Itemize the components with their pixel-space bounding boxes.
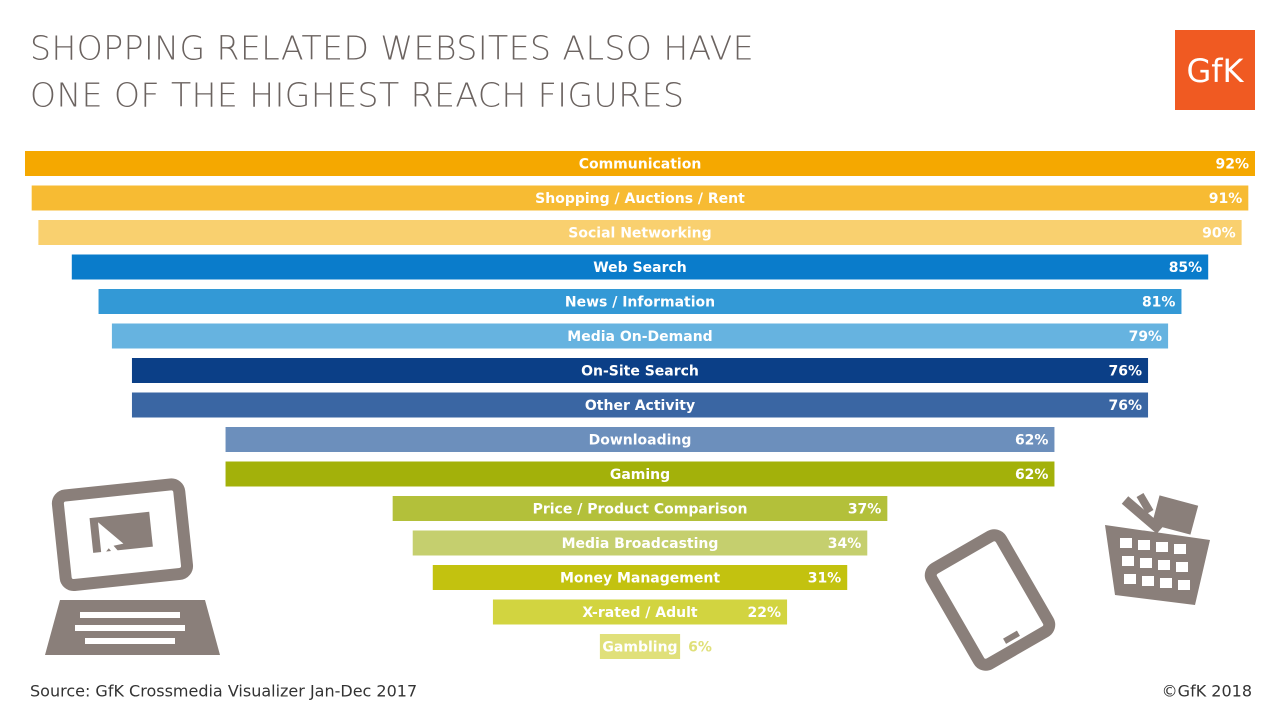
bar <box>432 565 848 590</box>
category-label: Price / Product Comparison <box>533 502 748 518</box>
chart-title: ONE OF THE HIGHEST REACH FIGURES <box>30 76 684 115</box>
category-label: Money Management <box>560 571 720 587</box>
category-label: Gaming <box>610 467 670 483</box>
category-label: Media On-Demand <box>567 329 712 345</box>
category-label: Shopping / Auctions / Rent <box>535 191 745 207</box>
value-label: 62% <box>1015 433 1049 449</box>
value-label: 34% <box>828 536 862 552</box>
value-label: 62% <box>1015 467 1049 483</box>
value-label: 31% <box>808 571 842 587</box>
value-label: 76% <box>1109 398 1143 414</box>
bar <box>71 254 1209 280</box>
bar <box>25 151 1255 176</box>
laptop-icon <box>51 478 194 592</box>
bar <box>225 427 1055 452</box>
tablet-icon <box>924 529 1056 671</box>
value-label: 79% <box>1129 329 1163 345</box>
category-label: On-Site Search <box>581 364 699 380</box>
value-label: 85% <box>1169 260 1203 276</box>
category-label: Other Activity <box>585 398 695 414</box>
category-label: News / Information <box>565 295 715 311</box>
bar <box>111 323 1169 349</box>
value-label: 76% <box>1109 364 1143 380</box>
category-label: Gambling <box>602 640 677 656</box>
chart-title: SHOPPING RELATED WEBSITES ALSO HAVE <box>30 29 754 68</box>
bar <box>38 220 1242 245</box>
value-label: 22% <box>748 605 782 621</box>
bar <box>225 461 1055 487</box>
value-label: 37% <box>848 502 882 518</box>
basket-icon <box>1105 492 1210 605</box>
icons <box>45 478 1210 671</box>
bar <box>31 185 1249 211</box>
logo-box <box>1175 30 1255 110</box>
category-label: Media Broadcasting <box>562 536 719 552</box>
category-label: Downloading <box>589 433 692 449</box>
logo: GfK <box>1186 52 1244 90</box>
bar <box>412 530 868 556</box>
source: Source: GfK Crossmedia Visualizer Jan-De… <box>30 682 417 701</box>
value-label: 90% <box>1202 226 1236 242</box>
category-label: Web Search <box>593 260 687 276</box>
category-label: Communication <box>579 157 702 173</box>
copyright: ©GfK 2018 <box>1162 682 1252 701</box>
bar <box>131 392 1149 418</box>
value-label: 92% <box>1215 157 1249 173</box>
bar <box>599 634 681 659</box>
category-label: Social Networking <box>568 226 711 242</box>
bar <box>392 496 888 521</box>
bar <box>131 358 1149 383</box>
bar <box>492 599 788 625</box>
value-label: 91% <box>1209 191 1243 207</box>
value-label: 6% <box>688 640 712 656</box>
category-label: X-rated / Adult <box>582 605 698 621</box>
bar <box>98 289 1182 314</box>
value-label: 81% <box>1142 295 1176 311</box>
